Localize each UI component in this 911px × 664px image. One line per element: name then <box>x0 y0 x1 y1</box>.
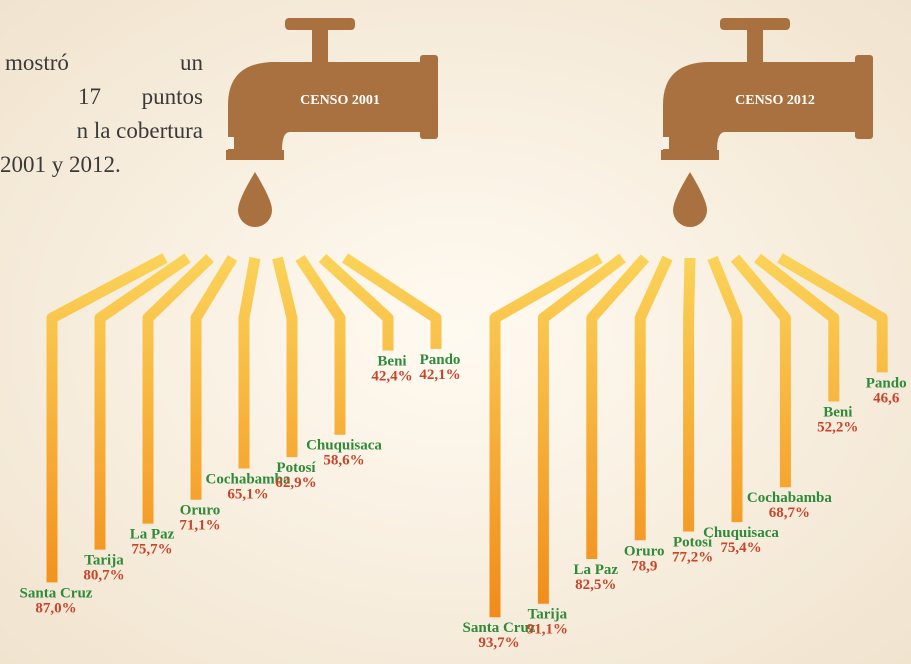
value-label: 62,9% <box>275 475 316 491</box>
value-label: 65,1% <box>227 487 268 503</box>
region-name: Santa Cruz <box>463 620 536 636</box>
faucet-handle <box>720 18 790 30</box>
region-name: La Paz <box>574 562 619 578</box>
region-name: Tarija <box>84 553 124 569</box>
water-stream <box>46 253 168 583</box>
intro-text: un <box>180 50 204 75</box>
faucet <box>226 18 438 227</box>
water-stream <box>238 257 261 469</box>
faucet-end <box>855 55 873 139</box>
water-stream <box>683 257 696 532</box>
faucet-body <box>228 62 420 150</box>
value-label: 75,4% <box>720 540 761 556</box>
region-name: Chuquisaca <box>703 525 779 541</box>
water-stream <box>94 253 191 550</box>
water-stream <box>272 256 298 458</box>
faucet-body <box>663 62 855 150</box>
value-label: 77,2% <box>672 549 713 565</box>
value-label: 93,7% <box>478 635 519 651</box>
water-stream <box>777 253 888 373</box>
water-stream <box>707 255 743 523</box>
region-name: Tarija <box>528 607 568 623</box>
value-label: 82,5% <box>575 577 616 593</box>
region-name: La Paz <box>130 527 175 543</box>
faucet-stem <box>747 26 763 66</box>
water-stream <box>295 254 346 435</box>
region-name: Potosí <box>276 460 316 476</box>
faucet-stem <box>312 26 328 66</box>
water-stream <box>318 253 394 351</box>
water-drop <box>673 172 707 227</box>
water-stream <box>190 255 238 500</box>
value-label: 52,2% <box>817 419 858 435</box>
region-name: Santa Cruz <box>20 585 93 601</box>
faucet-ring <box>228 137 234 149</box>
water-stream <box>586 254 650 559</box>
chart-title: CENSO 2012 <box>735 93 815 108</box>
faucet <box>661 18 873 227</box>
value-label: 46,6 <box>873 390 900 406</box>
intro-text: puntos <box>142 84 203 109</box>
region-name: Pando <box>420 352 461 368</box>
region-name: Beni <box>823 404 852 420</box>
value-label: 87,0% <box>35 600 76 616</box>
water-stream <box>730 254 791 488</box>
intro-text: n la cobertura <box>77 118 203 143</box>
value-label: 68,7% <box>769 505 810 521</box>
water-stream <box>341 253 442 349</box>
region-name: Pando <box>866 375 907 391</box>
value-label: 42,4% <box>371 368 412 384</box>
water-drop <box>238 172 272 227</box>
region-name: Chuquisaca <box>306 438 382 454</box>
water-stream <box>142 254 214 524</box>
value-label: 75,7% <box>131 542 172 558</box>
value-label: 78,9 <box>631 558 657 574</box>
water-stream <box>537 253 626 604</box>
water-stream <box>634 255 673 541</box>
intro-text: 17 <box>78 84 101 109</box>
chart-title: CENSO 2001 <box>300 93 380 108</box>
value-label: 58,6% <box>323 453 364 469</box>
intro-text: 2001 y 2012. <box>0 152 121 177</box>
water-stream <box>489 253 603 618</box>
region-name: Beni <box>377 353 406 369</box>
water-stream <box>754 253 840 402</box>
faucet-end <box>420 55 438 139</box>
faucet-ring <box>663 137 669 149</box>
value-label: 80,7% <box>83 568 124 584</box>
value-label: 71,1% <box>179 518 220 534</box>
faucet-mouth <box>226 150 284 160</box>
region-name: Oruro <box>180 503 221 519</box>
value-label: 42,1% <box>419 367 460 383</box>
region-name: Potosí <box>673 534 713 550</box>
region-name: Cochabamba <box>747 490 833 506</box>
intro-text: mostró <box>5 50 69 75</box>
faucet-handle <box>285 18 355 30</box>
faucet-mouth <box>661 150 719 160</box>
value-label: 91,1% <box>527 622 568 638</box>
region-name: Oruro <box>624 543 665 559</box>
region-name: Cochabamba <box>205 472 291 488</box>
